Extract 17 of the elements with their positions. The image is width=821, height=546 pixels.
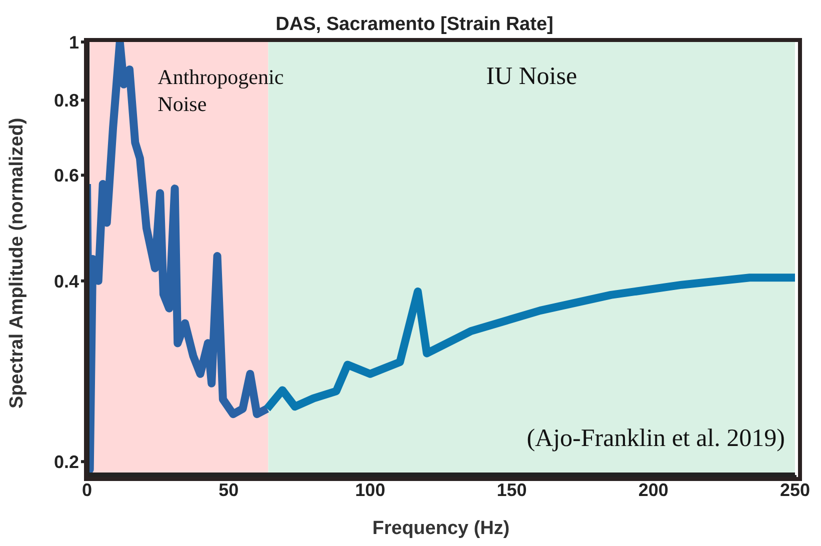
y-tick-label: 0.8 [54,90,79,111]
x-tick-label: 150 [496,480,527,500]
x-tick-label: 250 [780,480,810,500]
chart-title: DAS, Sacramento [Strain Rate] [276,14,554,35]
y-tick-label: 0.4 [54,271,79,292]
y-axis-title: Spectral Amplitude (normalized) [6,118,28,408]
band-label: IU Noise [486,63,578,90]
x-tick-label: 200 [638,480,668,500]
x-tick-label: 100 [355,480,386,500]
x-tick-label: 50 [218,480,239,500]
y-tick-label: 0.6 [54,166,79,186]
y-tick-label: 0.2 [54,452,79,472]
band-label: Anthropogenic Noise [158,64,284,118]
x-tick-label: 0 [82,480,92,500]
annotation: (Ajo-Franklin et al. 2019) [526,425,785,453]
y-tick-label: 1 [68,32,79,52]
x-axis-title: Frequency (Hz) [372,518,510,539]
